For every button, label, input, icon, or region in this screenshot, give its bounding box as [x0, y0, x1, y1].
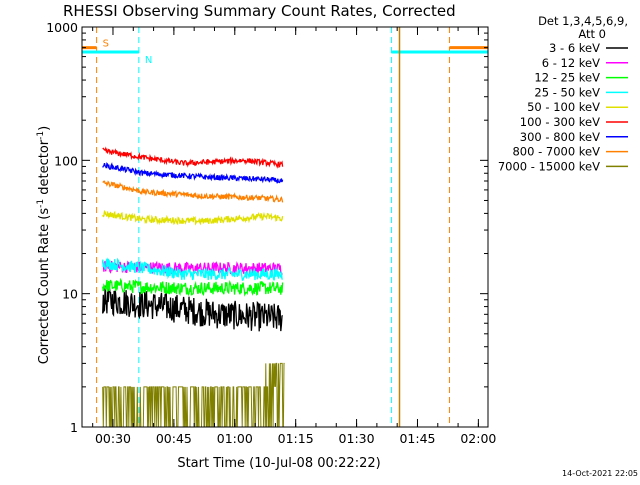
y-tick-label-2: 100: [54, 153, 78, 168]
plot-frame: [81, 26, 489, 428]
x-tick-label-1: 00:45: [156, 431, 192, 446]
y-tick-label-1: 10: [62, 287, 78, 302]
y-axis-label: Corrected Count Rate (s-1 detector-1): [36, 126, 52, 364]
y-axis-label-main: Corrected Count Rate (s: [37, 208, 52, 365]
flag-s-label: S: [103, 39, 109, 50]
legend-entry-label-2: 12 - 25 keV: [534, 71, 600, 85]
y-tick-label-0: 1: [70, 420, 78, 435]
x-tick-label-4: 01:30: [339, 431, 375, 446]
x-tick-label-5: 01:45: [399, 431, 435, 446]
legend-header-line-1: Att 0: [578, 27, 606, 41]
legend-entry-label-0: 3 - 6 keV: [549, 41, 600, 55]
legend-entry-label-5: 100 - 300 keV: [520, 115, 600, 129]
x-tick-label-0: 00:30: [95, 431, 131, 446]
series-line-6: [102, 162, 284, 184]
legend-entry-label-6: 300 - 800 keV: [520, 130, 600, 144]
y-tick-label-3: 1000: [46, 20, 78, 35]
series-line-5: [102, 146, 284, 169]
legend-entry-label-7: 800 - 7000 keV: [512, 145, 600, 159]
flag-n-label: N: [145, 55, 152, 66]
legend-entry-label-4: 50 - 100 keV: [527, 100, 600, 114]
legend-entry-label-8: 7000 - 15000 keV: [498, 159, 600, 173]
generation-timestamp: 14-Oct-2021 22:05: [562, 469, 638, 478]
y-axis-label-sup2: -1: [36, 131, 46, 140]
series-line-3: [102, 257, 283, 281]
x-tick-label-3: 01:15: [278, 431, 314, 446]
chart-title: RHESSI Observing Summary Count Rates, Co…: [63, 2, 456, 20]
legend-header-line-0: Det 1,3,4,5,6,9,: [538, 14, 628, 28]
x-axis-label: Start Time (10-Jul-08 00:22:22): [177, 456, 380, 471]
series-line-7: [102, 180, 284, 203]
y-axis-label-end: ): [37, 126, 52, 131]
series-line-8: [102, 362, 285, 428]
y-axis-label-middle: detector: [37, 139, 52, 199]
series-line-0: [102, 285, 284, 332]
legend-entry-label-1: 6 - 12 keV: [542, 56, 600, 70]
series-line-2: [102, 277, 284, 297]
axes: 1 10 100 1000 00:30 00:45 01:00 01:15 01:30 01:45…: [46, 20, 496, 446]
series-line-4: [102, 209, 284, 226]
x-tick-label-6: 02:00: [460, 431, 496, 446]
plot-area: SN: [82, 27, 488, 428]
x-tick-label-2: 01:00: [217, 431, 253, 446]
y-axis-label-sup1: -1: [36, 199, 46, 208]
legend-entry-label-3: 25 - 50 keV: [534, 85, 600, 99]
